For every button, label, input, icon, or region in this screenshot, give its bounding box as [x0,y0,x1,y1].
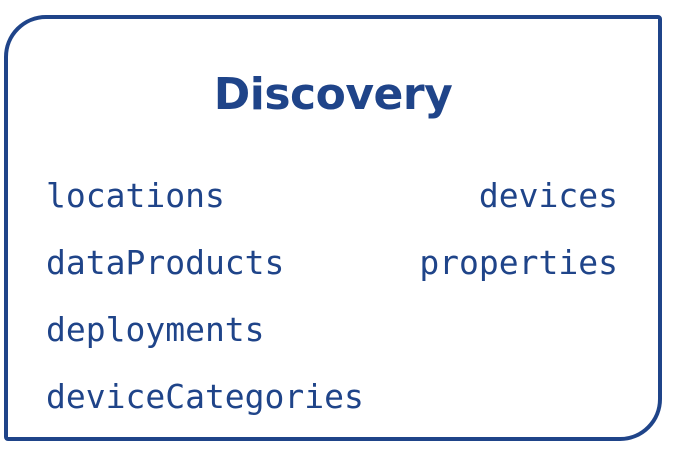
card-title: Discovery [213,69,453,120]
item-properties[interactable]: properties [419,243,618,282]
item-dataproducts[interactable]: dataProducts [46,243,285,282]
item-deployments[interactable]: deployments [46,310,265,349]
item-devicecategories[interactable]: deviceCategories [46,377,364,416]
discovery-card: Discovery locations devices dataProducts… [4,15,662,441]
item-locations[interactable]: locations [46,176,225,215]
item-devices[interactable]: devices [478,176,618,215]
